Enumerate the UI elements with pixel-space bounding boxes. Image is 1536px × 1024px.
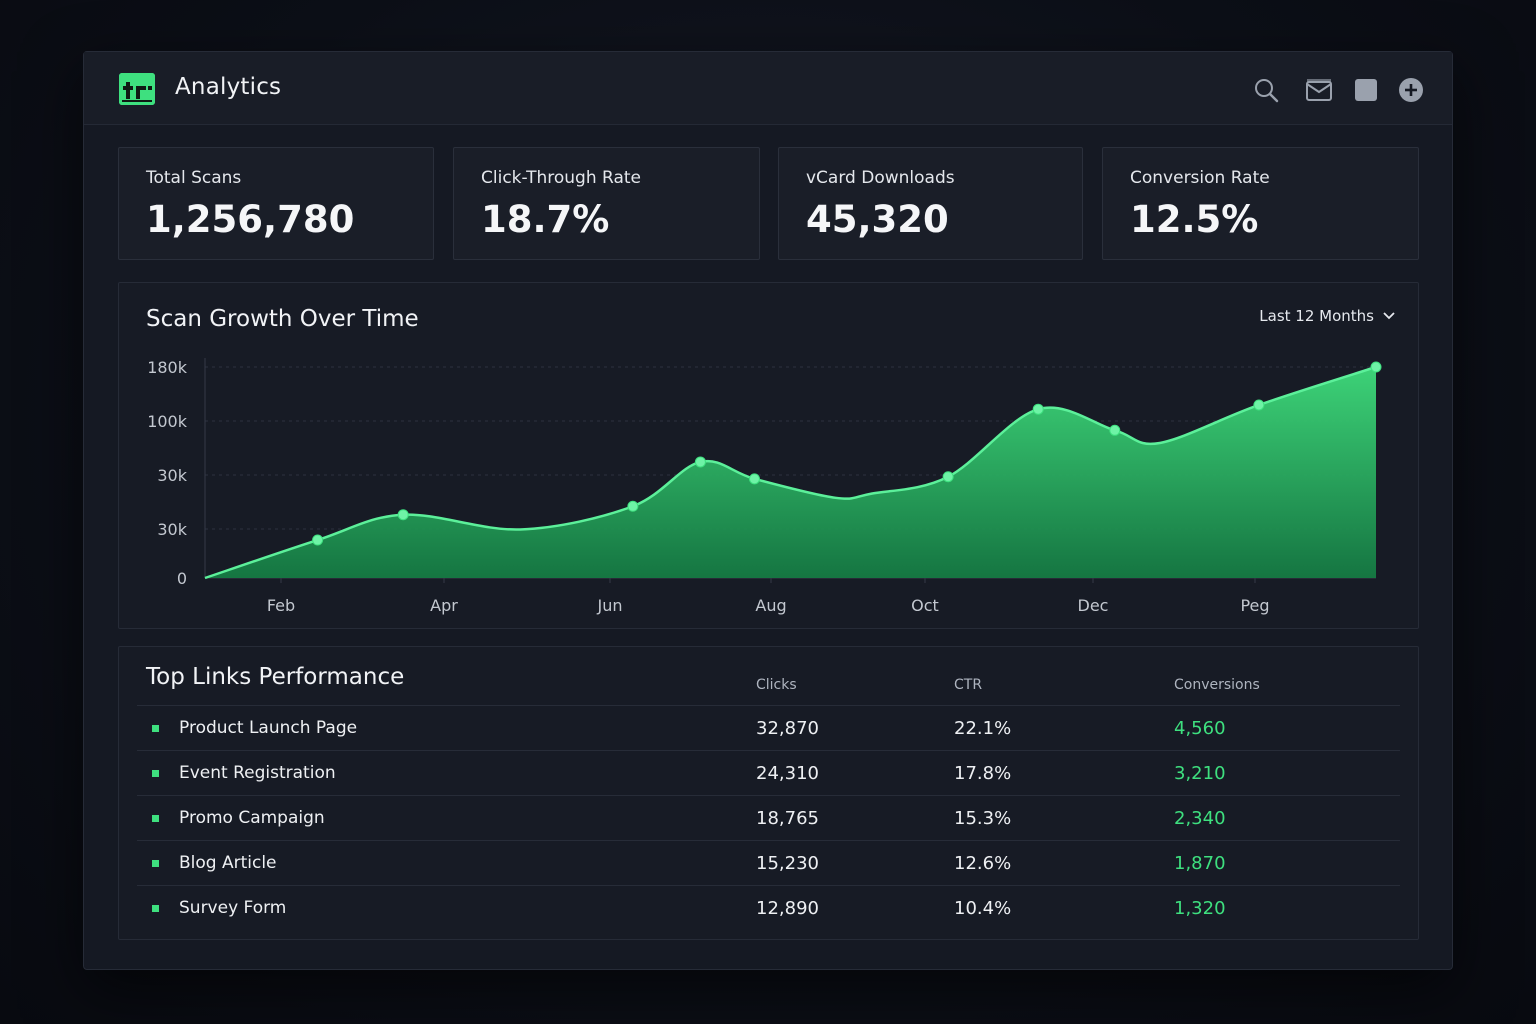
data-point: [1253, 399, 1265, 411]
data-point: [1370, 361, 1382, 373]
y-tick-label: 180k: [147, 358, 188, 377]
stat-label: vCard Downloads: [806, 168, 955, 188]
table-row[interactable]: Event Registration 24,310 17.8% 3,210: [137, 750, 1400, 795]
clicks-value: 32,870: [756, 718, 819, 739]
add-circle-icon[interactable]: [1397, 76, 1425, 104]
scan-growth-chart: 0 30k 30k 100k 180k Feb Apr Jun Aug Oct Dec Peg: [147, 358, 1382, 615]
x-tick-label: Apr: [430, 596, 458, 615]
conversions-value: 1,320: [1174, 898, 1226, 919]
x-tick-label: Peg: [1240, 596, 1269, 615]
stat-card-conversion-rate: Conversion Rate 12.5%: [1102, 147, 1419, 260]
clicks-value: 12,890: [756, 898, 819, 919]
stat-value: 12.5%: [1130, 198, 1259, 241]
data-point: [694, 456, 706, 468]
stat-card-vcard-downloads: vCard Downloads 45,320: [778, 147, 1083, 260]
stat-value: 18.7%: [481, 198, 610, 241]
link-name: Blog Article: [179, 853, 277, 873]
clicks-value: 18,765: [756, 808, 819, 829]
mail-icon[interactable]: [1305, 76, 1333, 104]
qr-logo-icon: [119, 73, 155, 105]
area-fill: [205, 367, 1376, 578]
ctr-value: 10.4%: [954, 898, 1012, 919]
ctr-value: 12.6%: [954, 853, 1012, 874]
data-point: [397, 509, 409, 521]
series-line: [204, 365, 1377, 580]
link-name: Product Launch Page: [179, 718, 358, 738]
stat-label: Total Scans: [146, 168, 242, 188]
row-bullet: [152, 860, 159, 867]
x-tick-label: Jun: [597, 596, 623, 615]
y-tick-label: 30k: [157, 466, 187, 485]
table-row[interactable]: Promo Campaign 18,765 15.3% 2,340: [137, 795, 1400, 840]
stat-label: Click-Through Rate: [481, 168, 641, 188]
y-tick-label: 0: [177, 569, 187, 588]
chart-title: Scan Growth Over Time: [146, 306, 419, 332]
x-tick-label: Aug: [755, 596, 786, 615]
data-point: [1109, 424, 1121, 436]
column-header-ctr: CTR: [954, 677, 983, 693]
range-dropdown[interactable]: Last 12 Months: [1259, 307, 1396, 325]
top-links-table: Top Links Performance Clicks CTR Convers…: [118, 646, 1419, 940]
stat-label: Conversion Rate: [1130, 168, 1270, 188]
stat-value: 1,256,780: [146, 198, 355, 241]
column-header-clicks: Clicks: [756, 677, 797, 693]
stat-card-click-through-rate: Click-Through Rate 18.7%: [453, 147, 760, 260]
analytics-window: Analytics: [83, 51, 1453, 970]
data-point: [942, 471, 954, 483]
scan-growth-chart-panel: Scan Growth Over Time Last 12 Months 0 30…: [118, 282, 1419, 629]
x-tick-label: Dec: [1078, 596, 1109, 615]
clicks-value: 24,310: [756, 763, 819, 784]
x-tick-label: Oct: [911, 596, 939, 615]
data-point: [1032, 403, 1044, 415]
conversions-value: 2,340: [1174, 808, 1226, 829]
ctr-value: 22.1%: [954, 718, 1012, 739]
conversions-value: 3,210: [1174, 763, 1226, 784]
y-tick-label: 30k: [157, 520, 187, 539]
data-point: [627, 500, 639, 512]
stat-card-total-scans: Total Scans 1,256,780: [118, 147, 434, 260]
conversions-value: 1,870: [1174, 853, 1226, 874]
clicks-value: 15,230: [756, 853, 819, 874]
row-bullet: [152, 905, 159, 912]
ctr-value: 17.8%: [954, 763, 1012, 784]
column-header-conversions: Conversions: [1174, 677, 1260, 693]
x-tick-label: Feb: [267, 596, 295, 615]
row-bullet: [152, 770, 159, 777]
app-header: Analytics: [84, 52, 1452, 125]
search-icon[interactable]: [1252, 76, 1280, 104]
table-row[interactable]: Blog Article 15,230 12.6% 1,870: [137, 840, 1400, 885]
table-title: Top Links Performance: [146, 664, 405, 690]
data-point: [748, 473, 760, 485]
conversions-value: 4,560: [1174, 718, 1226, 739]
link-name: Survey Form: [179, 898, 287, 918]
chevron-down-icon: [1383, 312, 1395, 320]
link-name: Promo Campaign: [179, 808, 325, 828]
row-bullet: [152, 815, 159, 822]
app-title: Analytics: [175, 74, 282, 100]
square-icon[interactable]: [1352, 76, 1380, 104]
y-tick-label: 100k: [147, 412, 188, 431]
stat-value: 45,320: [806, 198, 949, 241]
table-row[interactable]: Product Launch Page 32,870 22.1% 4,560: [137, 705, 1400, 750]
link-name: Event Registration: [179, 763, 336, 783]
row-bullet: [152, 725, 159, 732]
table-row[interactable]: Survey Form 12,890 10.4% 1,320: [137, 885, 1400, 930]
range-dropdown-label: Last 12 Months: [1259, 307, 1374, 325]
data-point: [312, 534, 324, 546]
ctr-value: 15.3%: [954, 808, 1012, 829]
